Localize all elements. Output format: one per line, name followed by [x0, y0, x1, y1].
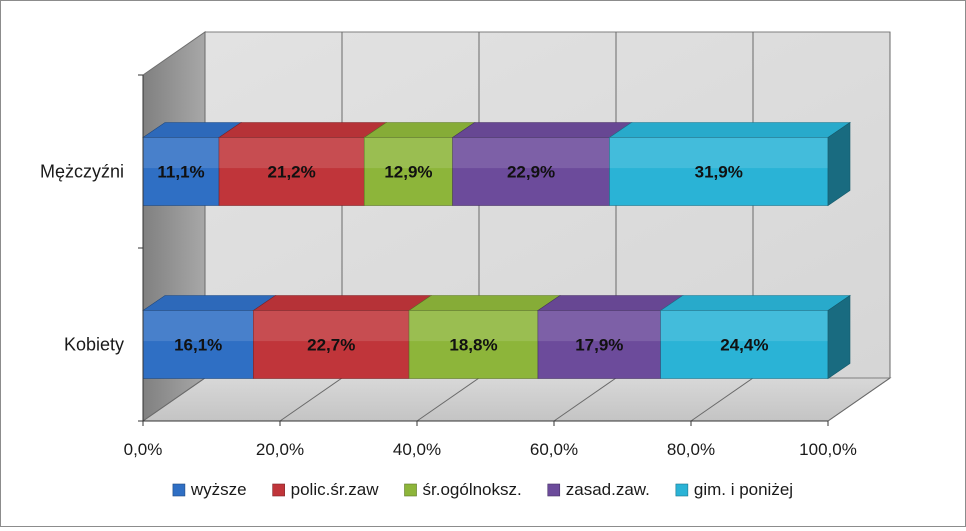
legend-swatch [675, 483, 689, 497]
gridline-floor [416, 377, 480, 422]
bar-highlight [660, 310, 828, 342]
data-label: 18,8% [449, 336, 497, 355]
gridline-floor [553, 377, 617, 422]
bar-top-face [142, 295, 277, 311]
data-label: 11,1% [157, 163, 204, 182]
bar-top-face [218, 122, 388, 138]
bar-segment [451, 122, 633, 206]
bar-top-face [536, 295, 684, 311]
data-label: 17,9% [575, 336, 623, 355]
bar-front-face [537, 310, 661, 379]
bar-highlight [364, 137, 453, 169]
legend-item: wyższe [172, 480, 247, 499]
legend-swatch [547, 483, 561, 497]
legend-item: polic.śr.zaw [272, 480, 380, 499]
bar-highlight [537, 310, 661, 342]
bar-top-face [451, 122, 633, 138]
legend-item: śr.ogólnoksz. [404, 480, 522, 499]
bar-front-face [609, 137, 829, 206]
category-label: Kobiety [64, 335, 124, 355]
bar-side-face [827, 121, 851, 207]
bar-front-face [253, 310, 410, 379]
bar-front-face [660, 310, 829, 379]
category-label: Mężczyźni [40, 162, 124, 182]
bar-front-face [142, 137, 220, 206]
legend-swatch [272, 483, 285, 497]
bar-segment [608, 121, 851, 207]
data-label: 24,4% [720, 336, 768, 355]
bars: 11,1% 21,2% 12,9% 22,9% 31,9% 16,1% 22,7% 18,8%… [142, 121, 851, 380]
bar-front-face [142, 310, 254, 379]
bar-segment [536, 295, 684, 379]
x-tick-label: 40,0% [393, 440, 441, 459]
legend-label: śr.ogólnoksz. [423, 480, 522, 499]
bar-top-face [608, 122, 851, 138]
x-tick-label: 80,0% [667, 440, 715, 459]
data-label: 21,2% [268, 163, 316, 182]
bar-highlight [253, 310, 410, 342]
data-label: 31,9% [695, 163, 743, 182]
data-label: 22,9% [507, 163, 555, 182]
legend-swatch [172, 483, 186, 497]
data-label: 12,9% [384, 163, 432, 182]
bar-highlight [143, 310, 254, 342]
legend-item: zasad.zaw. [547, 480, 650, 499]
bar-front-face [452, 137, 610, 206]
data-label: 16,1% [174, 336, 222, 355]
x-tick-label: 0,0% [124, 440, 163, 459]
bar-segment [363, 122, 476, 206]
bar-segment [142, 122, 243, 206]
data-label: 22,7% [307, 336, 355, 355]
gridline-floor [690, 377, 754, 422]
bar-top-face [252, 295, 433, 311]
x-tick-label: 100,0% [799, 440, 857, 459]
bar-segment [142, 295, 277, 379]
legend-swatch [404, 483, 417, 497]
bar-highlight [143, 137, 220, 169]
legend-label: zasad.zaw. [566, 480, 650, 499]
legend-label: gim. i poniżej [694, 480, 793, 499]
bar-highlight [219, 137, 365, 169]
bar-segment [659, 294, 851, 380]
bar-top-face [408, 295, 561, 311]
bar-highlight [409, 310, 538, 342]
x-tick-label: 20,0% [256, 440, 304, 459]
legend-label: wyższe [190, 480, 247, 499]
floor [141, 377, 892, 422]
legend: wyższe polic.śr.zaw śr.ogólnoksz. zasad.zaw… [172, 480, 793, 499]
gridline-floor [279, 377, 343, 422]
bar-front-face [363, 137, 453, 206]
bar-highlight [452, 137, 610, 169]
legend-label: polic.śr.zaw [291, 480, 380, 499]
bar-segment [408, 295, 561, 379]
bar-top-face [659, 295, 851, 311]
x-tick-label: 60,0% [530, 440, 578, 459]
bar-side-face [827, 294, 851, 380]
legend-item: gim. i poniżej [675, 480, 793, 499]
gridline-floor [142, 377, 206, 422]
axes: Mężczyźni Kobiety 0,0% 20,0% 40,0% 60,0% 80,0%… [40, 74, 857, 459]
bar-front-face [408, 310, 539, 379]
bar-highlight [609, 137, 828, 169]
gridline-floor [827, 377, 891, 422]
